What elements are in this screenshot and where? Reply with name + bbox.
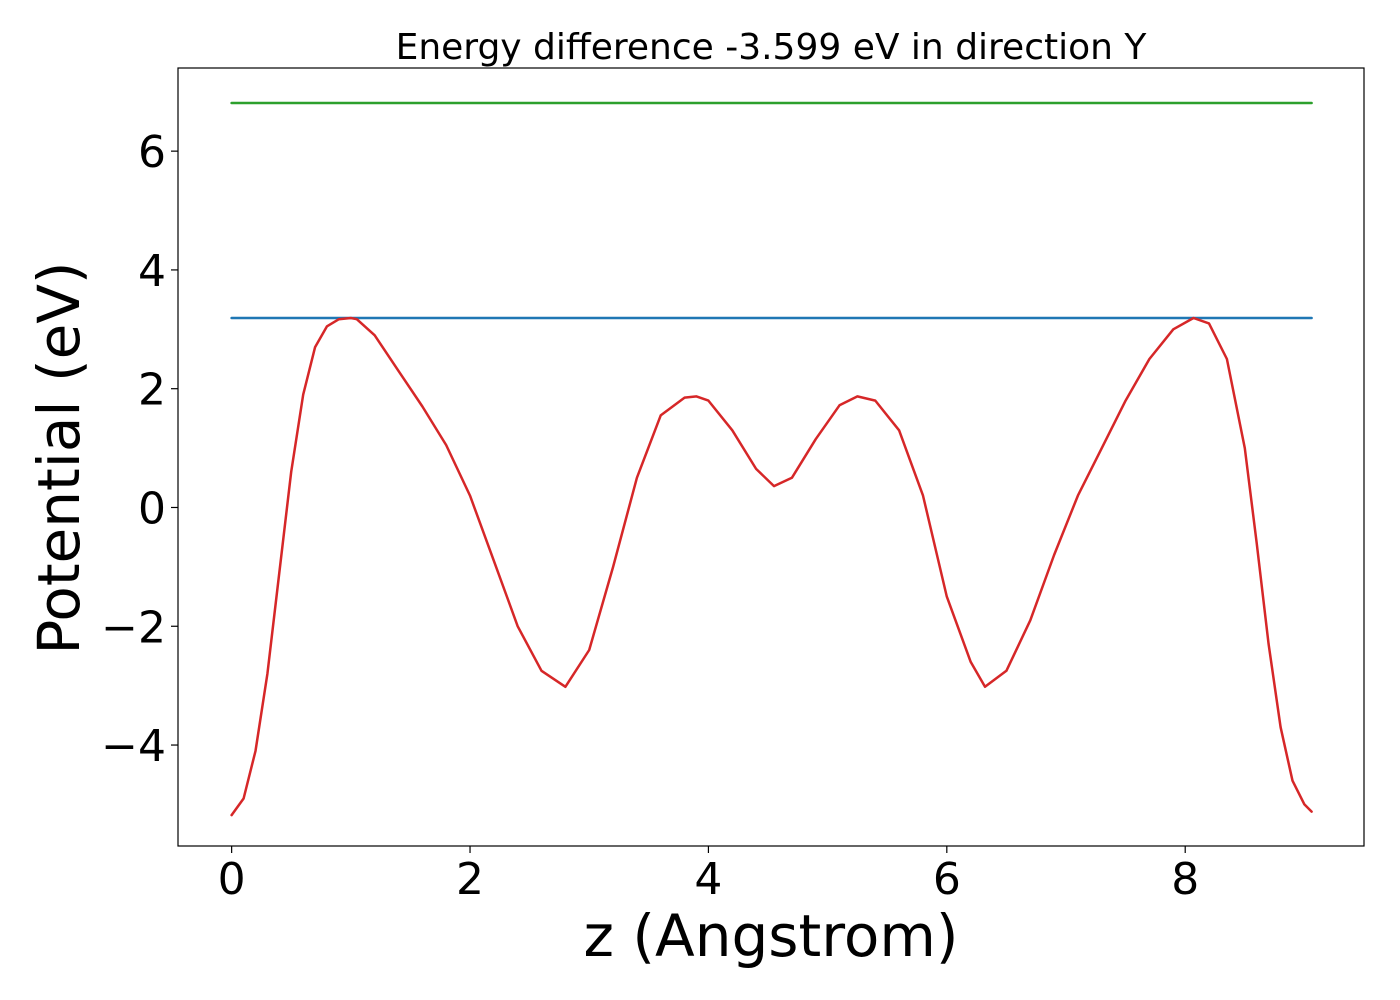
y-tick-label: −4: [101, 721, 166, 772]
x-tick-label: 6: [933, 854, 961, 905]
y-axis-label: Potential (eV): [25, 261, 93, 654]
y-tick-label: 2: [138, 365, 166, 416]
x-tick-label: 4: [694, 854, 722, 905]
y-tick-label: 6: [138, 127, 166, 178]
plot-area: 0 2 4 6 8 −4 −2 0 2 4 6: [101, 67, 1365, 905]
series-line-3: [230, 316, 1313, 817]
y-tick-label: −2: [101, 602, 166, 653]
y-tick-label: 0: [138, 483, 166, 534]
x-tick-label: 0: [218, 854, 246, 905]
x-axis-label: z (Angstrom): [584, 902, 959, 970]
x-tick-label: 2: [456, 854, 484, 905]
y-tick-label: 4: [138, 246, 166, 297]
x-tick-label: 8: [1171, 854, 1199, 905]
chart-title: Energy difference -3.599 eV in direction…: [396, 27, 1148, 68]
plot-frame: [177, 67, 1365, 847]
